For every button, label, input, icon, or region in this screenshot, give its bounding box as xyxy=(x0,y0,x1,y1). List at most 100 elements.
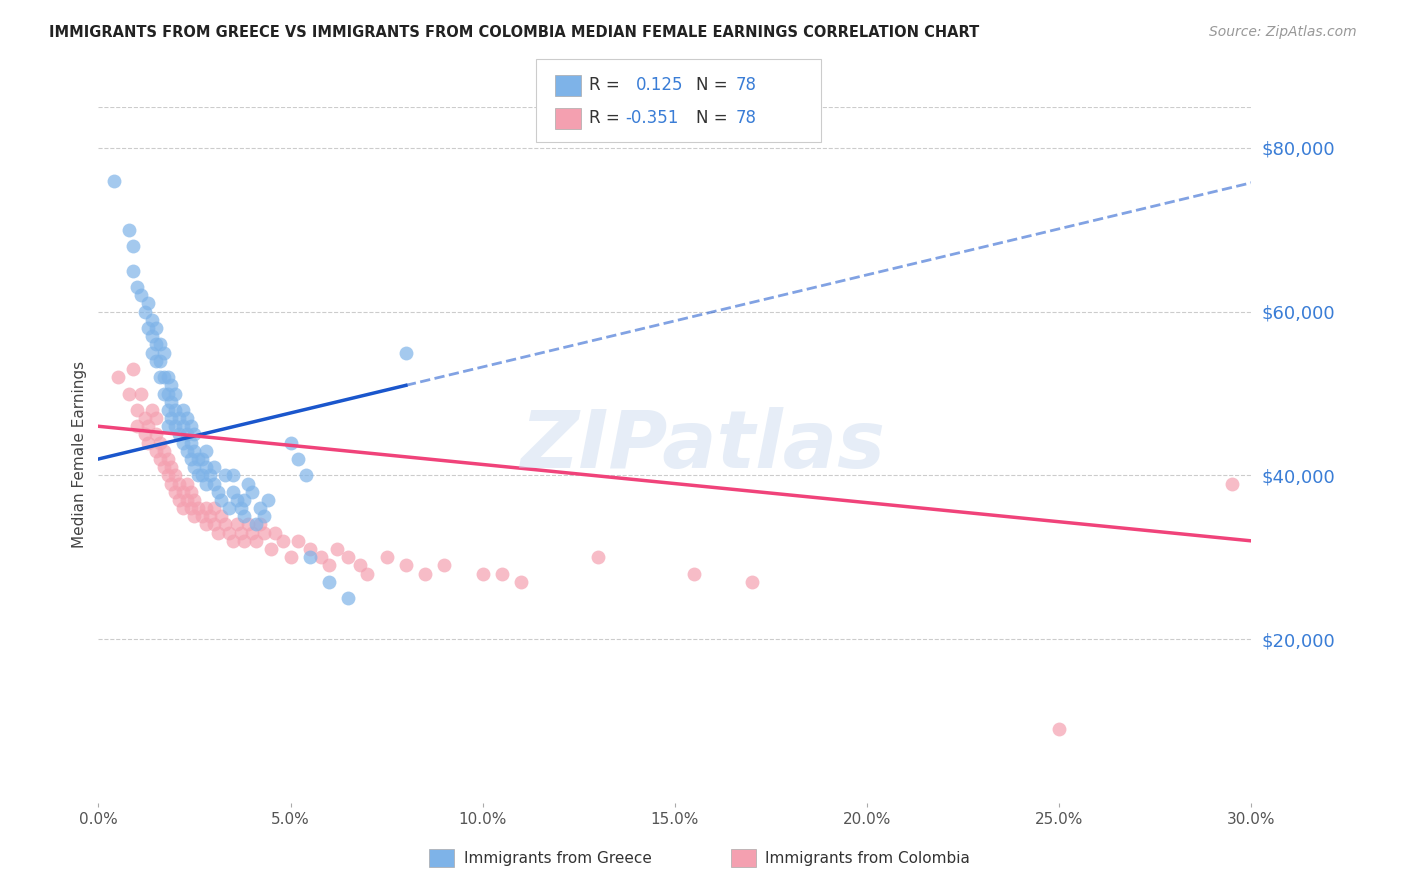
Point xyxy=(683,566,706,581)
Point xyxy=(256,492,278,507)
Point xyxy=(118,386,141,401)
Point xyxy=(191,452,214,467)
Point xyxy=(180,435,202,450)
Point xyxy=(280,435,302,450)
Point xyxy=(149,370,172,384)
Point xyxy=(180,501,202,516)
Point xyxy=(183,509,205,524)
Point xyxy=(176,443,198,458)
Point xyxy=(122,239,145,253)
Point xyxy=(187,468,209,483)
Point xyxy=(191,509,214,524)
Point xyxy=(253,509,276,524)
Point xyxy=(149,353,172,368)
Point xyxy=(160,476,183,491)
Point xyxy=(207,484,229,499)
Point xyxy=(191,468,214,483)
Point xyxy=(129,288,152,302)
Point xyxy=(134,411,156,425)
Point xyxy=(233,492,256,507)
Text: R =: R = xyxy=(589,76,630,94)
Point xyxy=(125,419,148,434)
Point xyxy=(209,509,232,524)
Point xyxy=(222,533,245,548)
Point xyxy=(207,525,229,540)
Point xyxy=(195,517,218,532)
Point xyxy=(1220,476,1243,491)
Point xyxy=(238,476,260,491)
Point xyxy=(198,509,221,524)
Point xyxy=(183,427,205,442)
Point xyxy=(349,558,371,573)
Point xyxy=(156,386,179,401)
Point xyxy=(156,419,179,434)
Point xyxy=(395,345,418,359)
Point xyxy=(187,501,209,516)
Point xyxy=(176,411,198,425)
Point xyxy=(222,484,245,499)
Point xyxy=(160,460,183,475)
Point xyxy=(152,370,174,384)
Point xyxy=(202,460,225,475)
Point xyxy=(280,550,302,565)
Point xyxy=(413,566,436,581)
Text: Immigrants from Colombia: Immigrants from Colombia xyxy=(765,851,970,865)
Point xyxy=(172,501,194,516)
Point xyxy=(249,517,271,532)
Point xyxy=(180,452,202,467)
Point xyxy=(134,427,156,442)
Point xyxy=(138,435,160,450)
Point xyxy=(318,574,340,589)
Point xyxy=(1047,722,1070,736)
Point xyxy=(195,443,218,458)
Point xyxy=(103,174,125,188)
Point xyxy=(187,452,209,467)
Point xyxy=(356,566,378,581)
Point xyxy=(225,492,247,507)
Text: -0.351: -0.351 xyxy=(626,109,679,127)
Point xyxy=(209,492,232,507)
Text: 78: 78 xyxy=(735,76,756,94)
Point xyxy=(202,501,225,516)
Point xyxy=(183,492,205,507)
Point xyxy=(165,403,187,417)
Point xyxy=(167,476,190,491)
Point xyxy=(138,321,160,335)
Point xyxy=(202,517,225,532)
Point xyxy=(156,370,179,384)
Point xyxy=(253,525,276,540)
Point xyxy=(245,517,267,532)
Point xyxy=(245,533,267,548)
Point xyxy=(172,419,194,434)
Point xyxy=(141,403,163,417)
Point xyxy=(107,370,129,384)
Point xyxy=(125,280,148,294)
Point xyxy=(218,525,240,540)
Point xyxy=(152,345,174,359)
Text: N =: N = xyxy=(696,76,733,94)
Point xyxy=(298,542,321,557)
Point xyxy=(586,550,609,565)
Point xyxy=(240,484,263,499)
Point xyxy=(202,476,225,491)
Point xyxy=(249,501,271,516)
Point xyxy=(134,304,156,318)
Point xyxy=(222,468,245,483)
Point xyxy=(471,566,494,581)
Point xyxy=(152,460,174,475)
Point xyxy=(218,501,240,516)
Point xyxy=(229,501,252,516)
Point xyxy=(176,427,198,442)
Point xyxy=(229,525,252,540)
Point xyxy=(337,550,360,565)
Point xyxy=(214,468,236,483)
Point xyxy=(165,386,187,401)
Point xyxy=(240,525,263,540)
Point xyxy=(160,394,183,409)
Point xyxy=(165,484,187,499)
Point xyxy=(138,296,160,310)
Point xyxy=(195,501,218,516)
Y-axis label: Median Female Earnings: Median Female Earnings xyxy=(72,361,87,549)
Point xyxy=(195,460,218,475)
Point xyxy=(167,411,190,425)
